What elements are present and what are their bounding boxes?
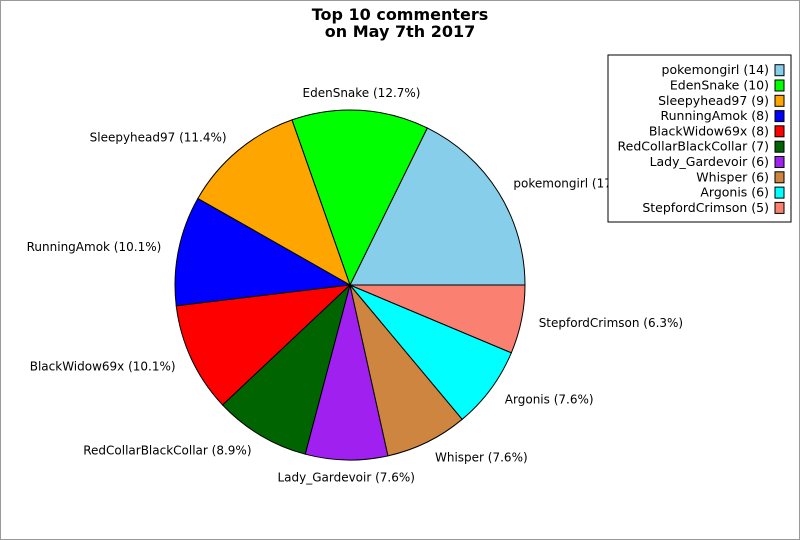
legend-label-whisper: Whisper (6)	[696, 169, 769, 184]
legend-swatch-pokemongirl	[774, 64, 785, 77]
pie-slices	[174, 109, 526, 461]
legend-label-edensnake: EdenSnake (10)	[670, 78, 769, 93]
pie-label-lady-gardevoir: Lady_Gardevoir (7.6%)	[277, 471, 415, 485]
pie-slice-labels: pokemongirl (17.7%)EdenSnake (12.7%)Slee…	[27, 86, 684, 485]
legend-label-redcollarblackcollar: RedCollarBlackCollar (7)	[618, 139, 770, 154]
legend-swatch-edensnake	[774, 79, 785, 92]
legend-label-stepfordcrimson: StepfordCrimson (5)	[642, 200, 769, 215]
pie-slice-stepfordcrimson	[349, 284, 526, 354]
legend-label-pokemongirl: pokemongirl (14)	[662, 62, 769, 77]
pie-slice-runningamok	[174, 197, 352, 307]
legend-swatch-whisper	[774, 171, 785, 184]
pie-slice-pokemongirl	[349, 127, 526, 286]
chart-title-line-1: Top 10 commenters	[312, 5, 489, 24]
legend-swatch-lady-gardevoir	[774, 156, 785, 168]
pie-slice-edensnake	[291, 109, 428, 287]
pie-label-runningamok: RunningAmok (10.1%)	[27, 240, 162, 254]
chart-title-line-2: on May 7th 2017	[325, 22, 475, 41]
pie-slice-redcollarblackcollar	[221, 283, 351, 455]
legend: pokemongirl (14)EdenSnake (10)Sleepyhead…	[607, 54, 792, 223]
legend-label-blackwidow69x: BlackWidow69x (8)	[649, 123, 769, 138]
pie-label-blackwidow69x: BlackWidow69x (10.1%)	[30, 360, 176, 374]
pie-slice-sleepyhead97	[197, 119, 351, 287]
pie-label-sleepyhead97: Sleepyhead97 (11.4%)	[90, 130, 227, 144]
legend-swatch-blackwidow69x	[774, 125, 785, 138]
legend-swatch-runningamok	[774, 110, 785, 123]
pie-label-stepfordcrimson: StepfordCrimson (6.3%)	[539, 316, 683, 330]
legend-swatch-redcollarblackcollar	[774, 140, 785, 153]
pie-label-edensnake: EdenSnake (12.7%)	[303, 86, 421, 100]
legend-swatch-argonis	[774, 186, 785, 199]
pie-label-redcollarblackcollar: RedCollarBlackCollar (8.9%)	[83, 443, 251, 457]
legend-swatch-sleepyhead97	[774, 94, 785, 107]
legend-box	[607, 54, 792, 223]
legend-label-argonis: Argonis (6)	[700, 185, 769, 200]
legend-label-lady-gardevoir: Lady_Gardevoir (6)	[650, 154, 769, 169]
legend-label-runningamok: RunningAmok (8)	[660, 108, 769, 123]
pie-label-argonis: Argonis (7.6%)	[505, 392, 594, 406]
legend-swatch-stepfordcrimson	[774, 201, 785, 214]
pie-slice-blackwidow69x	[175, 284, 352, 406]
legend-label-sleepyhead97: Sleepyhead97 (9)	[658, 93, 769, 108]
pie-label-whisper: Whisper (7.6%)	[435, 451, 528, 465]
